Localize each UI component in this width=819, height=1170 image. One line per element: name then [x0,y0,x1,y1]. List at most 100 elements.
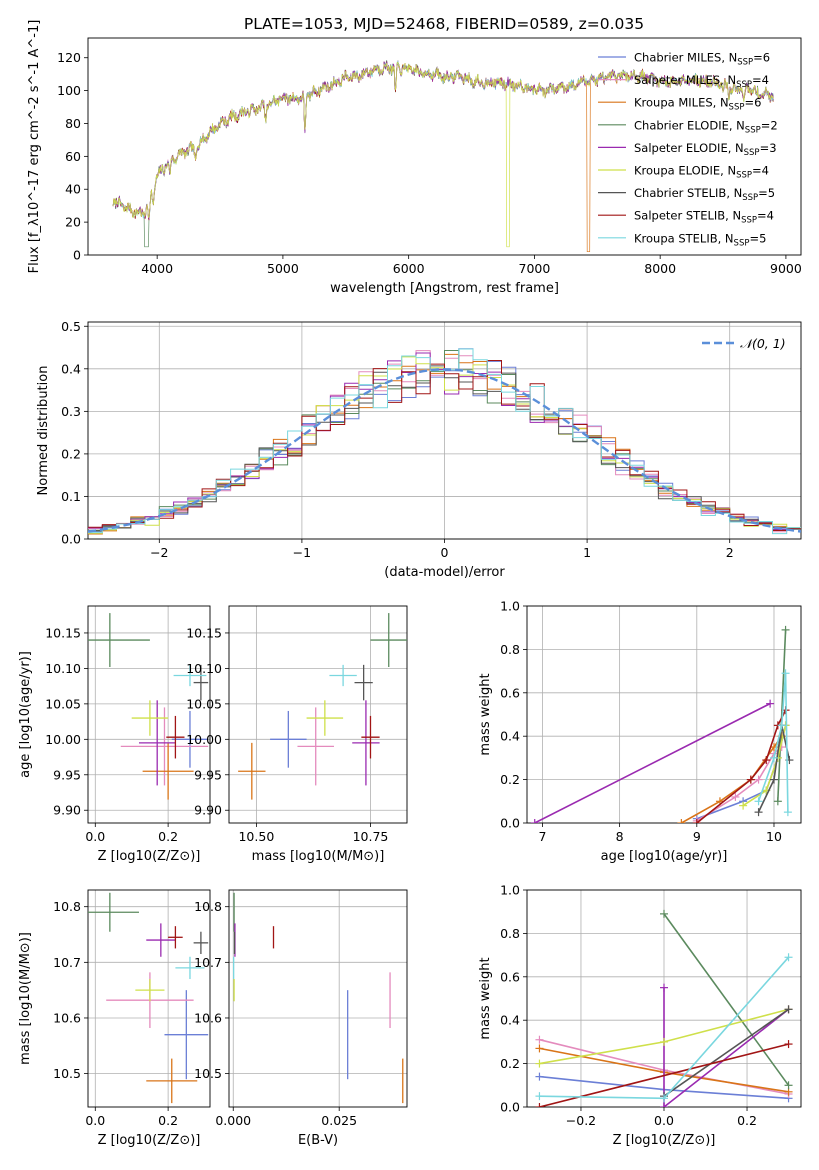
plot-area [530,625,794,823]
y-tick-label: 0.6 [500,969,520,984]
y-tick-label: 100 [57,83,81,98]
panel-z-age: 0.0 0.2 9.90 9.95 10.00 10.05 10.10 10.15 Z [log… [18,605,211,864]
normal-curve [88,368,801,533]
panel-residuals: −2 −1 0 1 2 0.0 0.1 0.2 0.3 0.4 0.5 (data-model)/er… [36,319,802,580]
legend-entry: Kroupa STELIB, NSSP=5 [634,231,766,248]
axes-frame [87,37,802,256]
y-tick-label: 10.7 [194,955,222,970]
legend-entry: 𝒩(0, 1) [740,336,786,351]
legend-entry: Salpeter MILES, NSSP=4 [634,73,769,90]
y-tick-label: 0.4 [500,1013,520,1028]
y-tick-label: 9.95 [53,767,81,782]
y-tick-label: 60 [65,149,81,164]
y-tick-label: 80 [65,116,81,131]
x-tick-label: 7 [538,829,546,844]
panel-spectrum: 4000 5000 6000 7000 8000 9000 0 20 40 60 80 100 120 w… [27,20,802,296]
axes-frame [228,605,408,824]
x-axis-label: Z [log10(Z/Z⊙)] [98,849,201,864]
x-tick-label: 0.000 [215,1113,251,1128]
y-axis-label: Flux [f_λ10^-17 erg cm^-2 s^-1 A^-1] [27,20,42,274]
histogram-series [88,356,801,534]
y-tick-label: 10.00 [186,732,222,747]
y-axis-label: Normed distribution [36,366,51,496]
y-axis-label: mass [log10(M/M⊙)] [18,932,33,1065]
y-tick-label: 0.1 [61,489,81,504]
y-tick-label: 10.00 [45,732,81,747]
panel-mass-age: 10.50 10.75 9.90 9.95 10.00 10.05 10.10 10.15 ma… [186,605,408,864]
spectrum-series-line [112,62,774,248]
y-tick-label: 0.0 [61,532,81,547]
y-tick-label: 0 [73,248,81,263]
y-tick-label: 10.8 [194,899,222,914]
y-tick-label: 10.10 [186,661,222,676]
y-axis-label: mass weight [478,957,493,1039]
y-tick-label: 10.6 [194,1010,222,1025]
x-axis-label: mass [log10(M/M⊙)] [252,849,385,864]
x-tick-label: 10.50 [238,829,274,844]
x-tick-label: 1 [583,545,591,560]
y-tick-label: 0.2 [61,446,81,461]
y-tick-label: 10.15 [186,625,222,640]
y-tick-label: 9.90 [53,803,81,818]
weight-series-line [663,1008,789,1097]
y-tick-label: 0.2 [500,1056,520,1071]
y-tick-label: 1.0 [500,599,520,614]
weight-series-line [742,725,787,807]
y-tick-label: 0.4 [61,361,81,376]
legend-entry: Chabrier MILES, NSSP=6 [634,51,770,68]
plot-area [233,892,404,1104]
plot-area [535,909,793,1107]
x-tick-label: 8000 [644,261,676,276]
y-tick-label: 9.90 [194,803,222,818]
weight-series-line [663,913,790,1086]
legend-entry: Kroupa MILES, NSSP=6 [634,96,761,113]
legend-entry: Chabrier ELODIE, NSSP=2 [634,118,778,135]
x-axis-label: (data-model)/error [384,565,505,580]
figure-title: PLATE=1053, MJD=52468, FIBERID=0589, z=0… [244,15,644,33]
x-axis-label: Z [log10(Z/Z⊙)] [613,1133,716,1148]
panel-age-weight: 7 8 9 10 0.0 0.2 0.4 0.6 0.8 1.0 age [log10(age/yr… [478,599,802,864]
axes-frame [228,889,408,1108]
y-tick-label: 0.4 [500,729,520,744]
x-tick-label: 6000 [393,261,425,276]
y-tick-label: 0.0 [500,816,520,831]
x-tick-label: 9 [693,829,701,844]
plot-area [112,60,774,253]
legend-entry: Salpeter ELODIE, NSSP=3 [634,141,777,158]
x-tick-label: 0.0 [654,1113,674,1128]
x-tick-label: 0.025 [321,1113,357,1128]
x-axis-label: E(B-V) [298,1133,338,1148]
y-tick-label: 0.8 [500,642,520,657]
plot-area [238,613,407,800]
y-axis-label: mass weight [478,673,493,755]
y-tick-label: 0.2 [500,772,520,787]
y-tick-label: 10.5 [194,1066,222,1081]
x-tick-label: 0 [441,545,449,560]
legend-entry: Chabrier STELIB, NSSP=5 [634,186,775,203]
y-tick-label: 0.3 [61,404,81,419]
x-tick-label: 2 [726,545,734,560]
x-axis-label: Z [log10(Z/Z⊙)] [98,1133,201,1148]
x-tick-label: 0.0 [85,829,105,844]
y-tick-label: 120 [57,50,81,65]
weight-series-line [534,702,771,823]
y-tick-label: 40 [65,182,81,197]
panel-ebv-mass: 0.000 0.025 10.5 10.6 10.7 10.8 E(B-V) [194,889,408,1148]
legend-entry: Salpeter STELIB, NSSP=4 [634,209,774,226]
x-tick-label: 0.0 [85,1113,105,1128]
x-tick-label: −2 [150,545,168,560]
y-axis-label: age [log10(age/yr)] [18,651,33,778]
panel-z-mass: 0.0 0.2 10.5 10.6 10.7 10.8 Z [log10(Z/Z⊙)] mas… [18,889,211,1148]
legend-entry: Kroupa ELODIE, NSSP=4 [634,164,769,181]
x-tick-label: 0.2 [158,829,178,844]
y-tick-label: 9.95 [194,767,222,782]
x-axis-label: age [log10(age/yr)] [601,849,728,864]
x-tick-label: −0.2 [566,1113,596,1128]
plot-area [88,613,209,800]
axes-frame [87,321,802,540]
x-axis-label: wavelength [Angstrom, rest frame] [330,281,559,296]
y-tick-label: 10.5 [53,1066,81,1081]
axes-frame [87,889,211,1108]
y-tick-label: 0.0 [500,1100,520,1115]
